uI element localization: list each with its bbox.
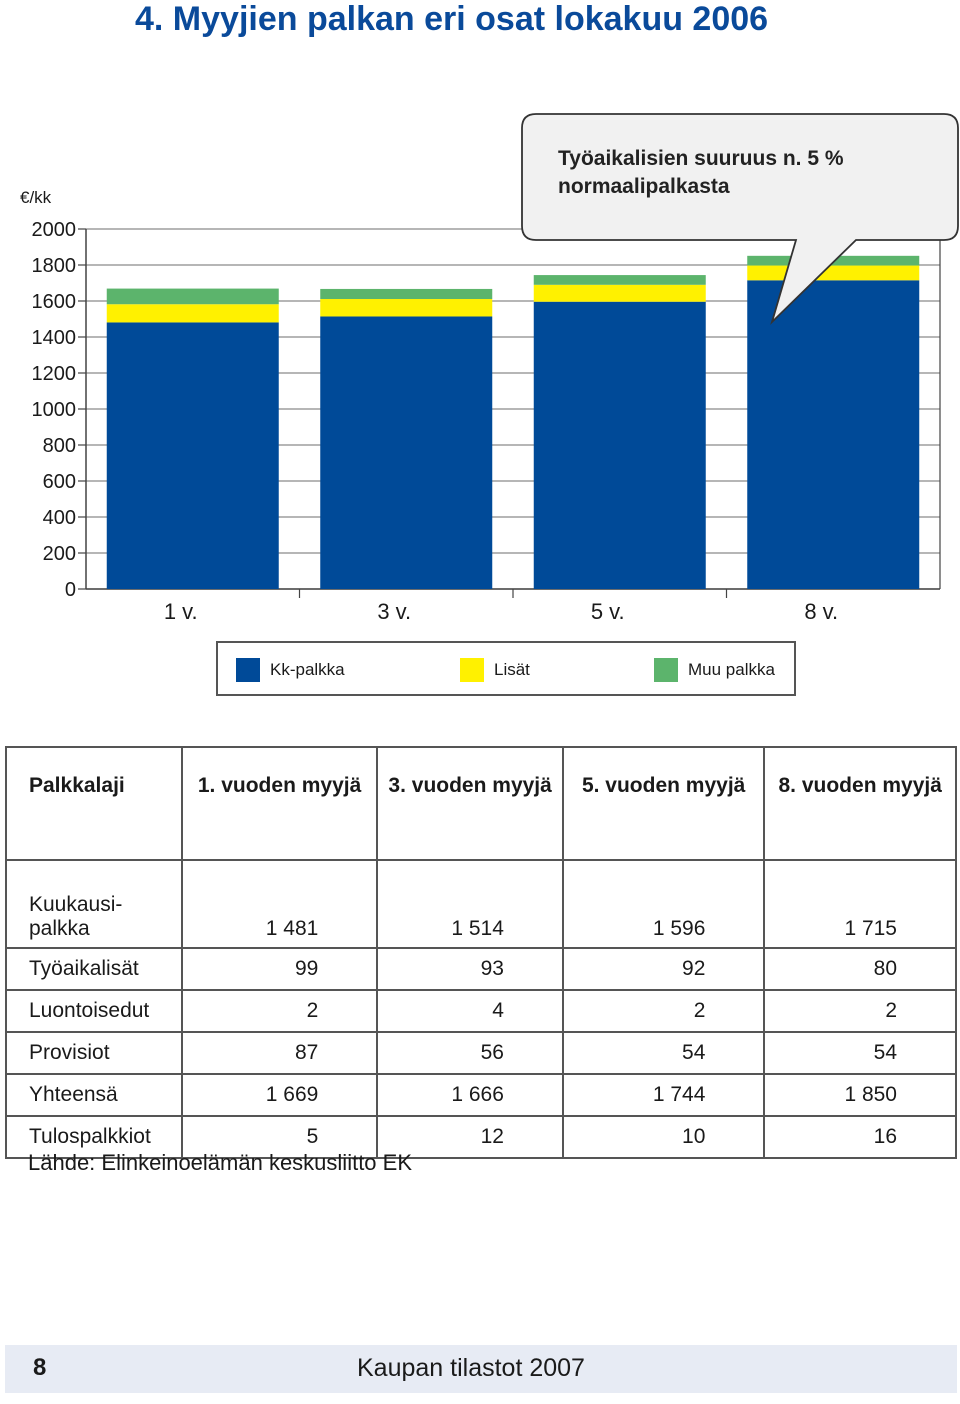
table-row-label: Tulospalkkiot bbox=[5, 1115, 183, 1159]
bar-segment-kk-palkka bbox=[106, 322, 279, 589]
table-header-cell: 3. vuoden myyjä bbox=[376, 746, 564, 861]
legend-label-lisat: Lisät bbox=[494, 660, 530, 679]
table-cell: 92 bbox=[561, 947, 766, 991]
table-cell: 2 bbox=[180, 989, 379, 1033]
table-row: Luontoisedut 2 4 2 2 bbox=[5, 989, 957, 1033]
table-cell: 1 669 bbox=[180, 1073, 379, 1117]
y-tick-label: 1600 bbox=[32, 291, 77, 313]
bar-segment-muu-palkka bbox=[533, 275, 706, 285]
annotation-text: normaalipalkasta bbox=[558, 175, 730, 198]
table-row: Kuukausi-palkka 1 481 1 514 1 596 1 715 bbox=[5, 859, 957, 949]
table-cell: 1 481 bbox=[180, 859, 379, 949]
y-tick-label: 600 bbox=[43, 471, 76, 493]
table-header-row: Palkkalaji 1. vuoden myyjä 3. vuoden myy… bbox=[5, 746, 957, 861]
table-cell: 80 bbox=[763, 947, 957, 991]
legend-item-kk: Kk-palkka bbox=[236, 658, 345, 682]
table-cell: 5 bbox=[180, 1115, 379, 1159]
legend-item-lisat: Lisät bbox=[460, 658, 530, 682]
x-tick-label: 3 v. bbox=[377, 599, 411, 624]
x-tick-label: 5 v. bbox=[591, 599, 625, 624]
table-cell: 54 bbox=[763, 1031, 957, 1075]
bar-segment-muu-palkka bbox=[320, 288, 493, 300]
table-cell: 1 514 bbox=[376, 859, 564, 949]
table-header-cell: Palkkalaji bbox=[5, 746, 183, 861]
legend-label-kk: Kk-palkka bbox=[270, 660, 345, 679]
table-cell: 1 666 bbox=[376, 1073, 564, 1117]
table-cell: 2 bbox=[561, 989, 766, 1033]
chart-legend: Kk-palkka Lisät Muu palkka bbox=[216, 641, 796, 696]
legend-swatch-kk bbox=[236, 658, 260, 682]
legend-label-muu: Muu palkka bbox=[688, 660, 775, 679]
table-cell: 2 bbox=[763, 989, 957, 1033]
bar-segment-lis-t bbox=[533, 284, 706, 302]
bar-segment-lis-t bbox=[106, 304, 279, 323]
table-row: Yhteensä 1 669 1 666 1 744 1 850 bbox=[5, 1073, 957, 1117]
y-tick-label: 400 bbox=[43, 507, 76, 529]
y-tick-label: 200 bbox=[43, 543, 76, 565]
annotation-callout bbox=[521, 113, 959, 326]
legend-item-muu: Muu palkka bbox=[654, 658, 775, 682]
table-cell: 16 bbox=[763, 1115, 957, 1159]
y-tick-label: 1400 bbox=[32, 327, 77, 349]
table-row: Provisiot 87 56 54 54 bbox=[5, 1031, 957, 1075]
publication-name: Kaupan tilastot 2007 bbox=[357, 1354, 585, 1382]
bar-segment-lis-t bbox=[747, 265, 920, 281]
salary-table: Palkkalaji 1. vuoden myyjä 3. vuoden myy… bbox=[5, 746, 957, 1159]
table-cell: 10 bbox=[561, 1115, 766, 1159]
table-cell: 1 850 bbox=[763, 1073, 957, 1117]
table-row-label: Kuukausi-palkka bbox=[5, 859, 183, 949]
table-header-cell: 8. vuoden myyjä bbox=[763, 746, 957, 861]
table-header-cell: 1. vuoden myyjä bbox=[180, 746, 379, 861]
stacked-bar-chart: 0 200 400 600 800 1000 1200 1400 1600 1800 2000 €/k… bbox=[20, 113, 959, 624]
table-cell: 4 bbox=[376, 989, 564, 1033]
y-tick-label: 800 bbox=[43, 435, 76, 457]
table-row: Työaikalisät 99 93 92 80 bbox=[5, 947, 957, 991]
page-footer: 8 Kaupan tilastot 2007 bbox=[5, 1345, 957, 1393]
table-row-label: Työaikalisät bbox=[5, 947, 183, 991]
x-tick-label: 8 v. bbox=[804, 599, 838, 624]
bar-segment-kk-palkka bbox=[533, 301, 706, 589]
table-cell: 54 bbox=[561, 1031, 766, 1075]
y-tick-label: 2000 bbox=[32, 219, 77, 241]
y-tick-label: 1800 bbox=[32, 255, 77, 277]
y-tick-label: 0 bbox=[65, 579, 76, 601]
bar-segment-lis-t bbox=[320, 299, 493, 317]
annotation-text: Työaikalisien suuruus n. 5 % bbox=[558, 147, 844, 170]
table-row-label: Luontoisedut bbox=[5, 989, 183, 1033]
y-tick-label: 1200 bbox=[32, 363, 77, 385]
bar-segment-kk-palkka bbox=[320, 316, 493, 589]
table-cell: 93 bbox=[376, 947, 564, 991]
legend-swatch-lisat bbox=[460, 658, 484, 682]
table-cell: 1 744 bbox=[561, 1073, 766, 1117]
bar-segment-muu-palkka bbox=[106, 288, 279, 305]
bar-segment-kk-palkka bbox=[747, 280, 920, 589]
table-header-cell: 5. vuoden myyjä bbox=[561, 746, 766, 861]
table-cell: 56 bbox=[376, 1031, 564, 1075]
y-tick-label: 1000 bbox=[32, 399, 77, 421]
table-row-label: Yhteensä bbox=[5, 1073, 183, 1117]
table-cell: 1 596 bbox=[561, 859, 766, 949]
table-cell: 12 bbox=[376, 1115, 564, 1159]
page-title: 4. Myyjien palkan eri osat lokakuu 2006 bbox=[135, 0, 769, 38]
page-number: 8 bbox=[33, 1354, 47, 1381]
table-row-label: Provisiot bbox=[5, 1031, 183, 1075]
table-cell: 1 715 bbox=[763, 859, 957, 949]
x-tick-label: 1 v. bbox=[164, 599, 198, 624]
source-note: Lähde: Elinkeinoelämän keskusliitto EK bbox=[28, 1150, 413, 1175]
y-axis-label: €/kk bbox=[20, 188, 52, 207]
table-cell: 99 bbox=[180, 947, 379, 991]
table-row: Tulospalkkiot 5 12 10 16 bbox=[5, 1115, 957, 1159]
legend-swatch-muu bbox=[654, 658, 678, 682]
table-cell: 87 bbox=[180, 1031, 379, 1075]
